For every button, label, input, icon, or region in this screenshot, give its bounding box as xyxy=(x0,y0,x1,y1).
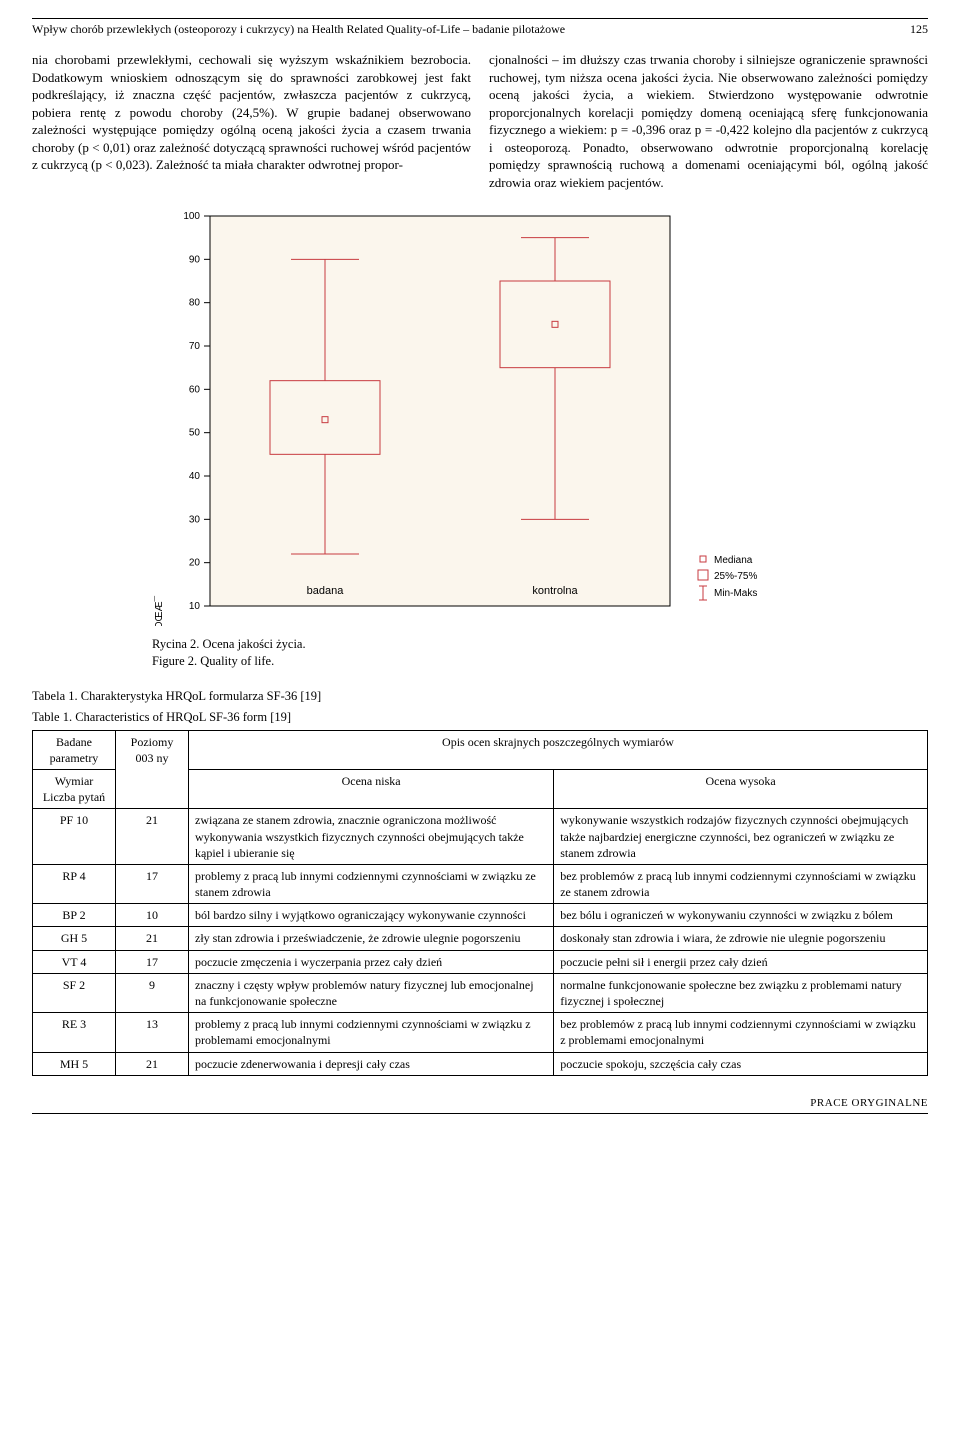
table-row: PF 1021związana ze stanem zdrowia, znacz… xyxy=(33,809,928,865)
body-columns: nia chorobami przewlekłymi, cechowali si… xyxy=(32,51,928,191)
table-cell: bez problemów z pracą lub innymi codzien… xyxy=(554,1013,928,1052)
svg-text:kontrolna: kontrolna xyxy=(532,585,578,597)
th-poziomy: Poziomy 003 ny xyxy=(116,730,189,809)
svg-text:80: 80 xyxy=(189,297,201,308)
table-cell: 13 xyxy=(116,1013,189,1052)
table-cell: RE 3 xyxy=(33,1013,116,1052)
table-cell: poczucie zdenerwowania i depresji cały c… xyxy=(189,1052,554,1075)
table-cell: SF 2 xyxy=(33,973,116,1012)
table-cell: PF 10 xyxy=(33,809,116,865)
hrqol-table: Badane parametry Poziomy 003 ny Opis oce… xyxy=(32,730,928,1076)
boxplot-chart: 10 20 30 40 50 60 70 80 90 100 OGÓLNA JAKOŒÆ¯ badan… xyxy=(120,206,840,631)
chart-svg: 10 20 30 40 50 60 70 80 90 100 OGÓLNA JAKOŒÆ¯ badan… xyxy=(120,206,840,626)
svg-text:10: 10 xyxy=(189,601,201,612)
table-cell: znaczny i częsty wpływ problemów natury … xyxy=(189,973,554,1012)
running-header: Wpływ chorób przewlekłych (osteoporozy i… xyxy=(32,18,928,37)
svg-text:60: 60 xyxy=(189,384,201,395)
table-cell: problemy z pracą lub innymi codziennymi … xyxy=(189,864,554,903)
table-cell: wykonywanie wszystkich rodzajów fizyczny… xyxy=(554,809,928,865)
svg-text:30: 30 xyxy=(189,514,201,525)
running-title: Wpływ chorób przewlekłych (osteoporozy i… xyxy=(32,21,565,37)
table-title-pl: Tabela 1. Charakterystyka HRQoL formular… xyxy=(32,688,928,705)
table-row: BP 210ból bardzo silny i wyjątkowo ogran… xyxy=(33,904,928,927)
table-row: GH 521zły stan zdrowia i przeświadczenie… xyxy=(33,927,928,950)
table-cell: 17 xyxy=(116,950,189,973)
table-cell: MH 5 xyxy=(33,1052,116,1075)
table-cell: poczucie pełni sił i energii przez cały … xyxy=(554,950,928,973)
table-cell: 21 xyxy=(116,927,189,950)
table-cell: 21 xyxy=(116,1052,189,1075)
table-row: VT 417poczucie zmęczenia i wyczerpania p… xyxy=(33,950,928,973)
table-title-en: Table 1. Characteristics of HRQoL SF-36 … xyxy=(32,709,928,726)
table-cell: GH 5 xyxy=(33,927,116,950)
table-cell: związana ze stanem zdrowia, znacznie ogr… xyxy=(189,809,554,865)
th-wysoka: Ocena wysoka xyxy=(554,769,928,808)
table-cell: problemy z pracą lub innymi codziennymi … xyxy=(189,1013,554,1052)
svg-text:20: 20 xyxy=(189,557,201,568)
svg-text:70: 70 xyxy=(189,341,201,352)
table-cell: poczucie spokoju, szczęścia cały czas xyxy=(554,1052,928,1075)
table-cell: 17 xyxy=(116,864,189,903)
table-row: MH 521poczucie zdenerwowania i depresji … xyxy=(33,1052,928,1075)
svg-text:OGÓLNA JAKOŒÆ¯: OGÓLNA JAKOŒÆ¯ xyxy=(152,595,165,625)
th-niska: Ocena niska xyxy=(189,769,554,808)
caption-en: Figure 2. Quality of life. xyxy=(152,653,928,670)
table-row: SF 29znaczny i częsty wpływ problemów na… xyxy=(33,973,928,1012)
svg-text:badana: badana xyxy=(307,585,345,597)
table-cell: 9 xyxy=(116,973,189,1012)
table-row: RE 313problemy z pracą lub innymi codzie… xyxy=(33,1013,928,1052)
table-cell: poczucie zmęczenia i wyczerpania przez c… xyxy=(189,950,554,973)
th-opis: Opis ocen skrajnych poszczególnych wymia… xyxy=(189,730,928,769)
table-cell: normalne funkcjonowanie społeczne bez zw… xyxy=(554,973,928,1012)
th-group: Badane parametry xyxy=(33,730,116,769)
table-cell: bez problemów z pracą lub innymi codzien… xyxy=(554,864,928,903)
table-cell: VT 4 xyxy=(33,950,116,973)
table-cell: doskonały stan zdrowia i wiara, że zdrow… xyxy=(554,927,928,950)
table-cell: zły stan zdrowia i przeświadczenie, że z… xyxy=(189,927,554,950)
footer: PRACE ORYGINALNE xyxy=(32,1096,928,1114)
table-header-row-1: Badane parametry Poziomy 003 ny Opis oce… xyxy=(33,730,928,769)
table-cell: BP 2 xyxy=(33,904,116,927)
figure-caption: Rycina 2. Ocena jakości życia. Figure 2.… xyxy=(152,636,928,670)
svg-text:50: 50 xyxy=(189,427,201,438)
svg-text:100: 100 xyxy=(183,211,200,222)
table-cell: 10 xyxy=(116,904,189,927)
svg-text:40: 40 xyxy=(189,471,201,482)
table-cell: RP 4 xyxy=(33,864,116,903)
th-wymiar: Wymiar Liczba pytań xyxy=(33,769,116,808)
svg-text:Min-Maks: Min-Maks xyxy=(714,588,757,599)
page-number: 125 xyxy=(910,21,928,37)
caption-pl: Rycina 2. Ocena jakości życia. xyxy=(152,636,928,653)
svg-text:25%-75%: 25%-75% xyxy=(714,571,757,582)
svg-text:Mediana: Mediana xyxy=(714,555,753,566)
left-column: nia chorobami przewlekłymi, cechowali si… xyxy=(32,51,471,191)
table-row: RP 417problemy z pracą lub innymi codzie… xyxy=(33,864,928,903)
table-cell: bez bólu i ograniczeń w wykonywaniu czyn… xyxy=(554,904,928,927)
right-column: cjonalności – im dłuższy czas trwania ch… xyxy=(489,51,928,191)
table-cell: 21 xyxy=(116,809,189,865)
svg-text:90: 90 xyxy=(189,254,201,265)
table-cell: ból bardzo silny i wyjątkowo ograniczają… xyxy=(189,904,554,927)
